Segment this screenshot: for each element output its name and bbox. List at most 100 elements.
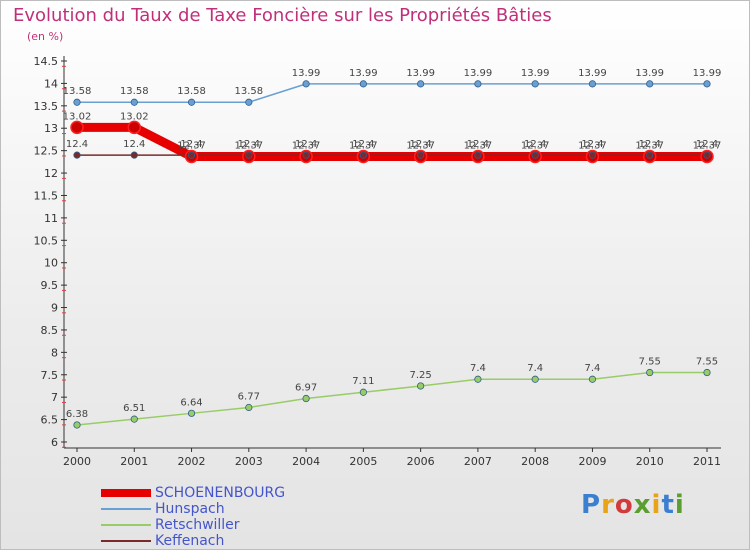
y-tick-label: 6 [51,436,58,449]
data-label: 13.99 [464,68,493,79]
data-label: 12.4 [524,139,546,150]
data-label: 12.37 [234,140,263,151]
data-label: 13.99 [406,68,435,79]
legend-swatch [101,540,151,542]
data-point [474,375,482,383]
data-label: 12.37 [521,140,550,151]
data-label: 13.58 [63,86,92,97]
legend: SCHOENENBOURG Hunspach Retschwiller Keffena… [101,485,285,549]
unit-label: (en %) [27,30,64,43]
data-point [245,151,253,159]
y-tick-label: 13.5 [34,100,59,113]
data-point [130,151,138,159]
legend-label: Retschwiller [155,517,240,533]
y-tick-label: 10 [44,257,58,270]
data-label: 12.4 [696,139,718,150]
data-point [130,98,138,106]
series-line-hunspach [76,83,708,103]
data-label: 12.4 [295,139,317,150]
y-tick-label: 9 [51,302,58,315]
data-point [417,382,425,390]
data-point [474,151,482,159]
legend-swatch [101,524,151,526]
data-label: 12.4 [123,139,145,150]
data-label: 6.77 [238,391,260,402]
y-tick-label: 7 [51,391,58,404]
y-tick-label: 6.5 [41,414,59,427]
data-point [703,80,711,88]
data-label: 12.4 [581,139,603,150]
data-point [127,120,142,135]
data-point [187,151,196,159]
x-tick-label: 2006 [407,455,435,468]
data-label: 12.4 [639,139,661,150]
data-point [588,80,597,88]
series-line-retschwiller [76,371,708,426]
data-point [359,80,367,88]
data-point [73,421,81,429]
data-label: 13.99 [635,68,664,79]
data-label: 12.4 [352,139,374,150]
data-point [359,388,367,396]
x-tick-label: 2002 [178,455,206,468]
data-label: 13.58 [234,86,263,97]
data-label: 12.4 [410,139,432,150]
data-label: 12.37 [292,140,321,151]
data-point [531,80,539,88]
data-point [187,409,196,417]
data-point [302,151,310,159]
data-point [417,151,425,159]
data-point [73,98,81,106]
data-point [73,151,81,159]
legend-label: SCHOENENBOURG [155,485,286,501]
y-tick-label: 10.5 [34,234,59,247]
x-tick-label: 2004 [292,455,320,468]
data-point [588,151,597,159]
data-point [302,80,310,88]
x-tick-label: 2010 [636,455,664,468]
y-tick-label: 14.5 [34,55,59,68]
y-tick-label: 8 [51,346,58,359]
data-label: 7.4 [470,363,486,374]
legend-item-schoenenbourg: SCHOENENBOURG [101,485,285,501]
data-label: 6.64 [180,397,202,408]
legend-item-hunspach: Hunspach [101,501,285,517]
data-label: 7.55 [639,357,661,368]
y-tick-label: 12.5 [34,145,59,158]
data-label: 7.11 [352,376,374,387]
y-tick-label: 14 [44,77,58,90]
data-point [245,98,253,106]
legend-label: Hunspach [155,501,225,517]
data-label: 6.38 [66,409,88,420]
y-tick-label: 7.5 [41,369,59,382]
data-label: 6.97 [295,383,317,394]
data-point [359,151,367,159]
data-point [531,151,539,159]
data-label: 13.99 [521,68,550,79]
legend-swatch [101,489,151,497]
data-label: 7.4 [527,363,543,374]
data-label: 12.37 [406,140,435,151]
data-label: 13.58 [177,86,206,97]
data-point [70,120,84,135]
data-label: 12.4 [467,139,489,150]
chart-title: Evolution du Taux de Taxe Foncière sur l… [13,5,552,26]
series-line-schoenenbourg [72,122,712,161]
x-tick-label: 2000 [63,455,91,468]
x-tick-label: 2007 [464,455,492,468]
data-label: 7.4 [585,363,601,374]
x-tick-label: 2009 [578,455,606,468]
data-label: 7.55 [696,357,718,368]
data-label: 13.99 [349,68,378,79]
data-label: 6.51 [123,403,145,414]
data-point [646,151,654,159]
data-label: 12.37 [693,140,722,151]
y-tick-label: 9.5 [41,279,59,292]
data-label: 12.4 [238,139,260,150]
data-label: 12.4 [66,139,88,150]
data-label: 12.37 [177,140,206,151]
data-point [474,80,482,88]
y-tick-label: 12 [44,167,58,180]
legend-item-keffenach: Keffenach [101,533,285,549]
